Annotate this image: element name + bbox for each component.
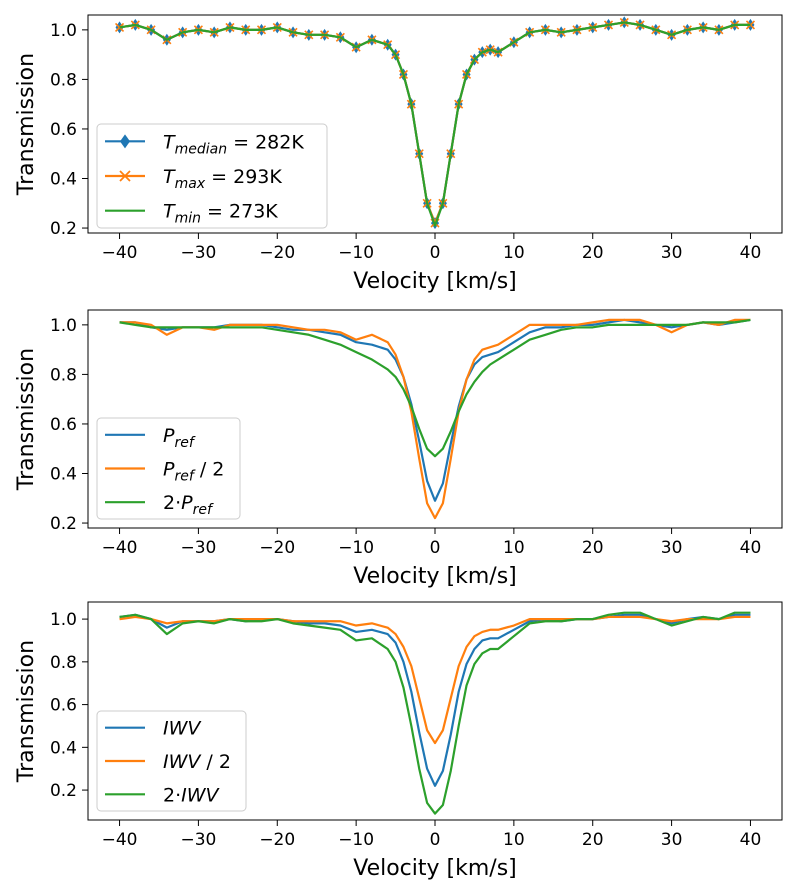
- series-line-min: [119, 21, 751, 227]
- legend-label: Tmedian = 282K: [163, 131, 304, 157]
- data-point-marker: [745, 20, 756, 30]
- x-axis-label: Velocity [km/s]: [353, 269, 517, 294]
- legend-item: Pref / 2: [105, 459, 224, 485]
- legend-box: [96, 123, 328, 229]
- x-tick-label: 10: [503, 830, 525, 850]
- x-tick-label: −40: [102, 243, 138, 263]
- legend-label: IWV: [163, 718, 202, 740]
- y-tick-label: 0.2: [50, 219, 77, 239]
- x-tick-label: −40: [102, 830, 138, 850]
- legend: IWV IWV / 2 2·IWV: [96, 710, 247, 812]
- x-tick-label: 0: [430, 830, 441, 850]
- panel-1: −40 −30 −20 −10 0 10 20 30 40 0.2 0.4 0.6 0.8 1.0 Velo…: [14, 14, 783, 294]
- legend-label: IWV / 2: [163, 751, 231, 773]
- legend-item: Pref: [105, 425, 196, 451]
- y-axis-label: Transmission: [14, 640, 39, 783]
- x-tick-label: 0: [430, 538, 441, 558]
- legend-box: [96, 417, 241, 520]
- y-tick-label: 0.6: [50, 415, 77, 435]
- x-tick-label: 10: [503, 243, 525, 263]
- x-tick-label: 0: [430, 243, 441, 263]
- x-tick-label: 40: [740, 538, 762, 558]
- x-tick-label: −20: [259, 830, 295, 850]
- legend-label: Pref: [163, 425, 196, 451]
- x-tick-label: −10: [338, 830, 374, 850]
- series-line-2-p-ref: [119, 318, 751, 458]
- x-tick-label: −30: [180, 538, 216, 558]
- legend-marker: [120, 134, 130, 149]
- y-tick-label: 0.4: [50, 170, 77, 190]
- legend: Pref Pref / 2 2·Pref: [96, 417, 241, 520]
- legend-item: 2·Pref: [105, 492, 214, 518]
- series-line-p-ref-2: [119, 318, 751, 520]
- x-tick-label: −30: [180, 243, 216, 263]
- y-axis-label: Transmission: [14, 348, 39, 491]
- x-tick-label: 20: [582, 243, 604, 263]
- y-tick-label: 0.2: [50, 781, 77, 801]
- legend: Tmedian = 282K Tmax = 293K Tmin = 273K: [96, 123, 328, 229]
- y-tick-label: 0.4: [50, 465, 77, 485]
- legend-label: Pref / 2: [163, 459, 224, 485]
- y-axis-label: Transmission: [14, 53, 39, 196]
- legend-marker: [119, 170, 131, 182]
- legend-item: IWV / 2: [105, 751, 231, 773]
- legend-item: IWV: [105, 718, 202, 740]
- legend-label: 2·Pref: [163, 492, 214, 518]
- y-tick-label: 1.0: [50, 610, 77, 630]
- x-tick-label: 30: [661, 830, 683, 850]
- y-tick-label: 0.2: [50, 514, 77, 534]
- series-line-iwv-2: [119, 615, 751, 745]
- x-tick-label: −10: [338, 538, 374, 558]
- x-tick-label: −30: [180, 830, 216, 850]
- legend-label: 2·IWV: [163, 784, 221, 806]
- x-tick-label: 10: [503, 538, 525, 558]
- x-tick-label: 40: [740, 243, 762, 263]
- y-tick-label: 1.0: [50, 316, 77, 336]
- x-axis-label: Velocity [km/s]: [353, 856, 517, 881]
- y-tick-label: 0.6: [50, 120, 77, 140]
- y-tick-label: 1.0: [50, 21, 77, 41]
- x-tick-label: −40: [102, 538, 138, 558]
- y-tick-label: 0.8: [50, 365, 77, 385]
- legend-item: Tmedian = 282K: [105, 131, 304, 157]
- legend-label: Tmin = 273K: [163, 201, 278, 227]
- legend-label: Tmax = 293K: [163, 166, 282, 192]
- legend-item: 2·IWV: [105, 784, 221, 806]
- x-tick-label: 20: [582, 538, 604, 558]
- series-line-2-iwv: [119, 611, 751, 815]
- x-axis-label: Velocity [km/s]: [353, 564, 517, 589]
- data-point-marker: [114, 22, 125, 32]
- x-tick-label: 30: [661, 538, 683, 558]
- x-tick-label: −10: [338, 243, 374, 263]
- legend-item: Tmax = 293K: [105, 166, 282, 192]
- y-tick-label: 0.6: [50, 696, 77, 716]
- legend-box: [96, 710, 247, 812]
- x-tick-label: −20: [259, 243, 295, 263]
- y-tick-label: 0.8: [50, 653, 77, 673]
- panel-2: −40 −30 −20 −10 0 10 20 30 40 0.2 0.4 0.6 0.8 1.0 Velo…: [14, 309, 783, 589]
- x-tick-label: 40: [740, 830, 762, 850]
- x-tick-label: 20: [582, 830, 604, 850]
- y-tick-label: 0.8: [50, 70, 77, 90]
- y-tick-label: 0.4: [50, 738, 77, 758]
- legend-item: Tmin = 273K: [105, 201, 278, 227]
- x-tick-label: 30: [661, 243, 683, 263]
- panel-3: −40 −30 −20 −10 0 10 20 30 40 0.2 0.4 0.6 0.8 1.0 Velo…: [14, 601, 783, 881]
- x-tick-label: −20: [259, 538, 295, 558]
